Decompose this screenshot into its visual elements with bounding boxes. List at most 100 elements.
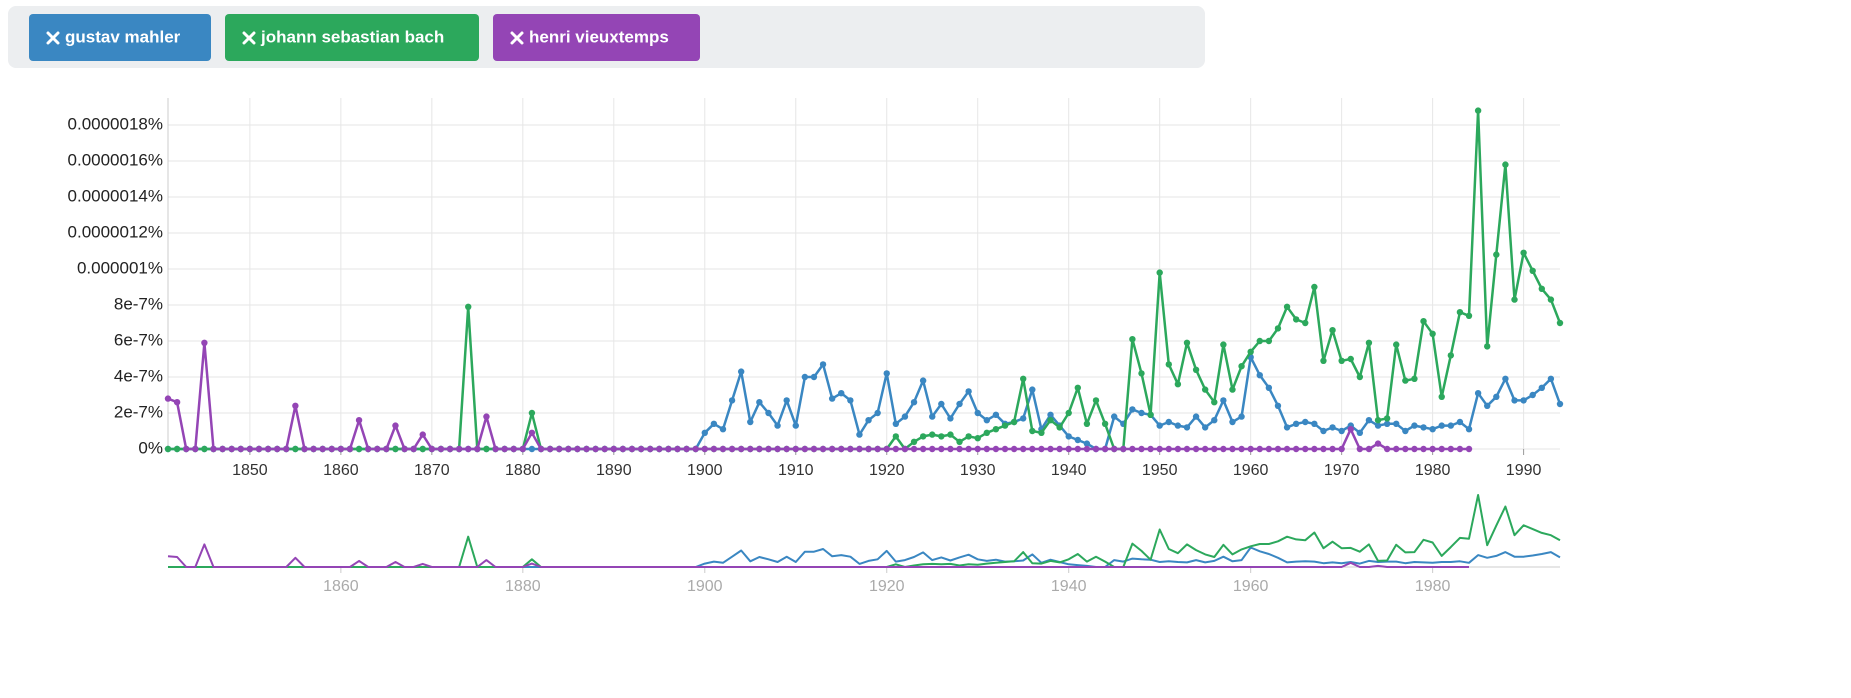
data-point: [1110, 445, 1118, 453]
y-tick-label: 8e-7%: [114, 294, 163, 313]
data-point: [173, 445, 181, 453]
series-chip[interactable]: [493, 14, 700, 61]
data-point: [1320, 445, 1327, 453]
data-point: [173, 399, 181, 406]
remove-icon[interactable]: [242, 31, 256, 45]
data-point: [892, 420, 900, 427]
data-point: [792, 445, 799, 453]
y-tick-label: 0.0000018%: [68, 114, 163, 133]
data-point: [828, 445, 836, 453]
overview-tick-label: 1900: [687, 578, 723, 595]
remove-icon[interactable]: [46, 31, 60, 45]
data-point: [1074, 445, 1082, 453]
data-point: [1201, 386, 1209, 393]
data-point: [874, 409, 881, 417]
data-point: [1329, 424, 1336, 431]
data-point: [1374, 440, 1382, 447]
data-point: [710, 420, 718, 427]
data-point: [992, 411, 1000, 418]
data-point: [819, 445, 827, 453]
data-point: [292, 402, 299, 409]
data-point: [328, 445, 335, 453]
series-chip-label[interactable]: johann sebastian bach: [260, 27, 444, 46]
data-point: [1420, 445, 1427, 453]
data-point: [719, 426, 727, 433]
data-point: [501, 445, 508, 453]
data-point: [1356, 445, 1364, 453]
data-point: [1165, 361, 1172, 368]
data-point: [1229, 418, 1236, 426]
data-point: [1411, 375, 1418, 382]
data-point: [1238, 445, 1245, 453]
data-point: [1302, 445, 1309, 453]
data-point: [1520, 249, 1527, 256]
data-point: [1283, 303, 1291, 310]
data-point: [992, 426, 1000, 433]
data-point: [1474, 390, 1482, 397]
data-point: [1256, 372, 1263, 379]
data-point: [1465, 445, 1473, 453]
data-point: [1047, 411, 1054, 418]
data-point: [1101, 445, 1109, 453]
data-point: [756, 445, 763, 453]
x-tick-label: 1860: [323, 462, 359, 479]
data-point: [264, 445, 272, 453]
overview-tick-label: 1940: [1051, 578, 1087, 595]
data-point: [947, 445, 954, 453]
data-point: [410, 445, 417, 453]
data-point: [974, 445, 981, 453]
series-chip[interactable]: [225, 14, 479, 61]
data-point: [1101, 420, 1109, 427]
data-point: [947, 431, 954, 438]
data-point: [455, 445, 463, 453]
overview-tick-label: 1960: [1233, 578, 1269, 595]
data-point: [1374, 417, 1382, 424]
data-point: [1092, 397, 1100, 404]
y-tick-label: 6e-7%: [114, 330, 163, 349]
data-point: [601, 445, 608, 453]
x-tick-label: 1980: [1415, 462, 1451, 479]
data-point: [1383, 445, 1391, 453]
x-tick-label: 1990: [1506, 462, 1542, 479]
data-point: [1020, 445, 1027, 453]
data-point: [483, 413, 490, 420]
overview-tick-label: 1860: [323, 578, 359, 595]
data-point: [1083, 440, 1091, 447]
data-point: [210, 445, 217, 453]
data-point: [1156, 422, 1163, 429]
data-point: [728, 445, 736, 453]
data-point: [1110, 413, 1118, 420]
data-point: [1174, 381, 1182, 388]
data-point: [1156, 269, 1163, 276]
y-tick-label: 4e-7%: [114, 366, 163, 385]
data-point: [919, 433, 927, 440]
data-point: [774, 422, 781, 429]
data-point: [1556, 400, 1564, 408]
data-point: [1429, 330, 1436, 337]
series-chip-label[interactable]: henri vieuxtemps: [529, 27, 669, 46]
data-point: [910, 399, 918, 406]
data-point: [1256, 337, 1263, 345]
data-point: [938, 400, 945, 408]
data-point: [947, 415, 954, 422]
data-point: [401, 445, 408, 453]
data-point: [392, 445, 399, 453]
remove-icon[interactable]: [510, 31, 524, 45]
data-point: [1520, 397, 1527, 404]
data-point: [1493, 251, 1500, 258]
series-chip-label[interactable]: gustav mahler: [65, 27, 181, 46]
data-point: [1138, 370, 1145, 377]
series-chip[interactable]: [29, 14, 211, 61]
data-point: [1429, 445, 1436, 453]
data-point: [929, 413, 936, 420]
data-point: [1092, 445, 1100, 453]
data-point: [474, 445, 481, 453]
data-point: [1438, 422, 1445, 429]
y-tick-label: 0.0000014%: [68, 186, 163, 205]
data-point: [1065, 433, 1072, 440]
data-point: [965, 445, 972, 453]
data-point: [465, 445, 472, 453]
data-point: [237, 445, 244, 453]
data-point: [1484, 343, 1491, 350]
data-point: [828, 395, 836, 402]
